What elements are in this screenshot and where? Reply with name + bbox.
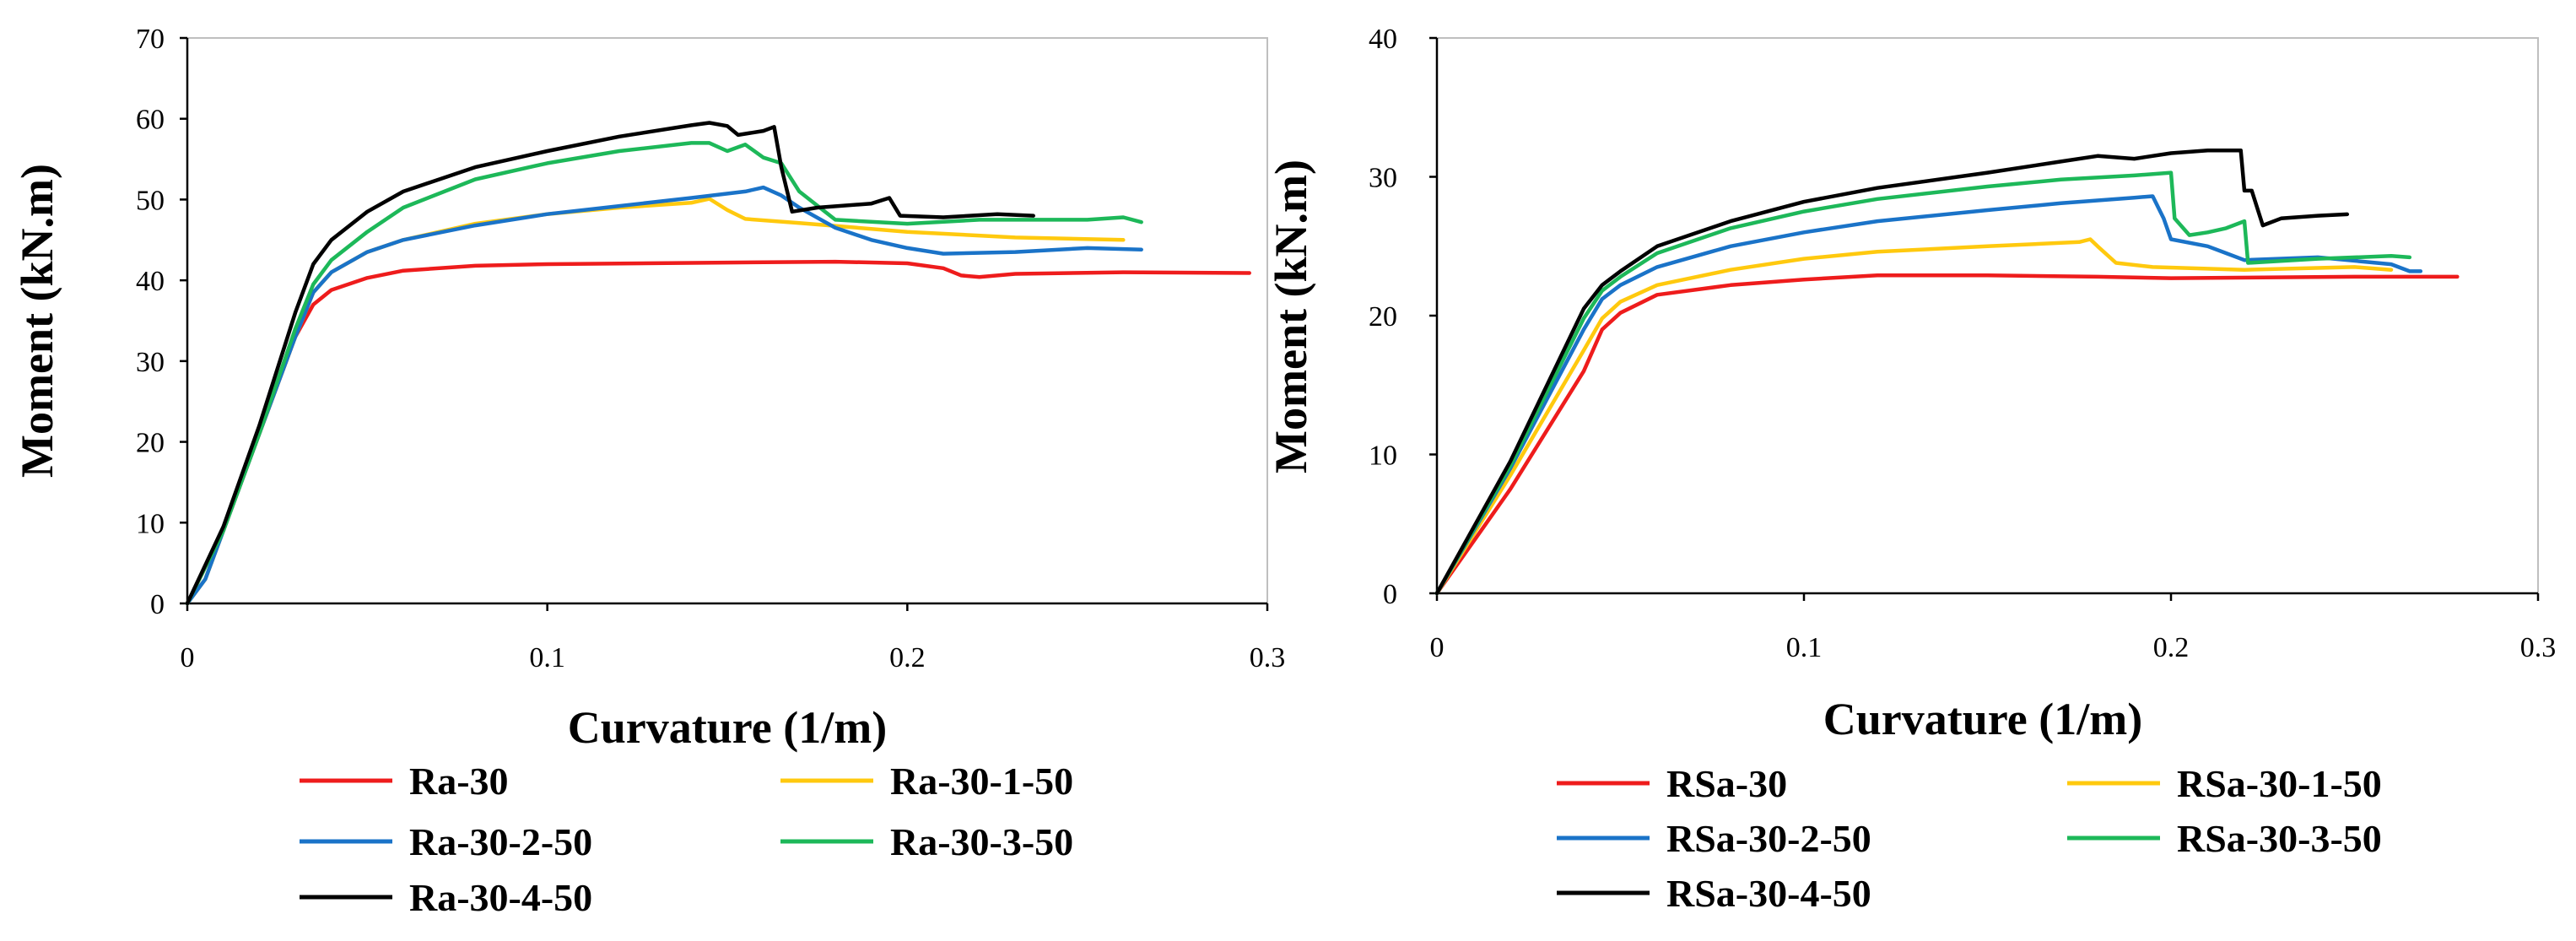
series-line-rsa-30 xyxy=(1434,273,2460,596)
series-line-ra-30-1-50 xyxy=(185,197,1126,606)
y-tick-label: 20 xyxy=(1369,301,1397,333)
x-tick-label: 0 xyxy=(1430,632,1445,663)
y-tick-label: 70 xyxy=(136,24,165,55)
series-line-ra-30-4-50 xyxy=(185,121,1035,606)
plot-area-frame xyxy=(1436,37,2539,594)
y-tick-label: 50 xyxy=(136,185,165,216)
series-line-rsa-30-4-50 xyxy=(1434,148,2350,596)
x-tick-label: 0.1 xyxy=(1786,632,1823,663)
legend-label: RSa-30-2-50 xyxy=(1666,817,1871,860)
series-line-rsa-30-3-50 xyxy=(1434,170,2412,596)
y-tick-label: 20 xyxy=(136,428,165,459)
legend-label: Ra-30-2-50 xyxy=(409,820,592,863)
y-tick-label: 10 xyxy=(136,508,165,539)
legend-label: Ra-30-4-50 xyxy=(409,876,592,919)
legend-label: Ra-30-3-50 xyxy=(890,820,1073,863)
y-axis-title: Moment (kN.m) xyxy=(1266,160,1316,473)
chart-left: 0 10 20 30 40 50 60 70 0 0.1 0.2 0.3 Curvature (1/m)… xyxy=(12,24,1285,919)
x-tick-label: 0.2 xyxy=(2153,632,2190,663)
series-line-ra-30 xyxy=(185,259,1251,606)
legend-label: Ra-30 xyxy=(409,760,509,803)
x-axis-title: Curvature (1/m) xyxy=(1823,694,2142,744)
legend-label: RSa-30-4-50 xyxy=(1666,872,1871,915)
x-tick-label: 0.1 xyxy=(529,642,565,673)
x-tick-label: 0.3 xyxy=(1250,642,1286,673)
legend-label: RSa-30-3-50 xyxy=(2177,817,2382,860)
series-line-rsa-30-2-50 xyxy=(1434,194,2423,596)
x-tick-label: 0 xyxy=(181,642,195,673)
legend-label: Ra-30-1-50 xyxy=(890,760,1073,803)
y-tick-label: 0 xyxy=(1383,579,1397,610)
x-tick-label: 0.2 xyxy=(889,642,926,673)
series-line-rsa-30-1-50 xyxy=(1434,237,2394,596)
x-axis-title: Curvature (1/m) xyxy=(568,702,887,753)
series-line-ra-30-2-50 xyxy=(185,185,1143,606)
y-tick-label: 10 xyxy=(1369,441,1397,472)
y-tick-label: 40 xyxy=(136,266,165,297)
series-line-ra-30-3-50 xyxy=(185,141,1143,606)
y-tick-label: 30 xyxy=(1369,163,1397,194)
y-tick-label: 0 xyxy=(150,589,165,620)
y-tick-label: 30 xyxy=(136,347,165,378)
legend-label: RSa-30-1-50 xyxy=(2177,762,2382,805)
x-tick-label: 0.3 xyxy=(2520,632,2557,663)
chart-right: 0 10 20 30 40 0 0.1 0.2 0.3 Curvature (1/m) Moment… xyxy=(1266,24,2556,915)
legend-label: RSa-30 xyxy=(1666,762,1787,805)
y-tick-label: 40 xyxy=(1369,24,1397,55)
y-tick-label: 60 xyxy=(136,105,165,136)
plot-area-frame xyxy=(186,37,1268,604)
y-axis-title: Moment (kN.m) xyxy=(12,164,62,478)
